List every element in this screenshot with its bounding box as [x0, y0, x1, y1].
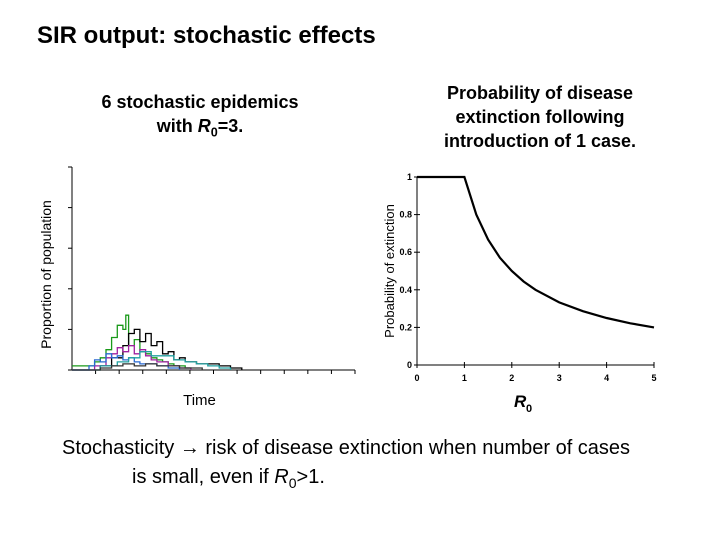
series-line-epidemic-1	[72, 314, 192, 370]
left-chart-title: 6 stochastic epidemics with R0=3.	[70, 90, 330, 145]
y-tick-label: 0.8	[399, 210, 412, 220]
left-title-r: R	[197, 116, 211, 136]
caption-line2: is small, even if R0>1.	[62, 463, 702, 498]
y-tick-label: 0.6	[399, 247, 412, 257]
caption-sub: 0	[288, 475, 297, 491]
series-line-epidemic-3	[72, 344, 192, 371]
series-line-epidemic-6	[72, 363, 203, 371]
left-title-line2: with R0=3.	[70, 114, 330, 145]
left-title-suffix: =3.	[217, 116, 244, 136]
x-tick-label: 2	[509, 373, 514, 383]
y-tick-label: 1	[407, 172, 412, 182]
x-tick-label: 0	[414, 373, 419, 383]
x-axis-label: Time	[183, 392, 216, 409]
y-axis-label: Proportion of population	[38, 200, 54, 349]
series-line-epidemic-5	[72, 351, 232, 371]
caption-text-2: is small, even if	[132, 466, 269, 488]
y-tick-label: 0	[407, 360, 412, 370]
y-tick-label: 0.2	[399, 322, 412, 332]
y-tick-label: 0.4	[399, 285, 412, 295]
y-axis-label: Probability of extinction	[382, 204, 397, 338]
left-title-line1: 6 stochastic epidemics	[101, 92, 299, 112]
series-line-extinction	[417, 175, 655, 329]
x-tick-label: 1	[462, 373, 467, 383]
right-chart-title: Probability of disease extinction follow…	[395, 81, 685, 153]
caption-text: risk of disease extinction when number o…	[205, 437, 631, 459]
right-title-line2: extinction following	[455, 107, 625, 127]
x-axis-label-subscript: 0	[526, 403, 532, 415]
right-title-line1: Probability of disease	[446, 83, 634, 103]
x-tick-label: 4	[604, 373, 609, 383]
left-title-sub: 0	[210, 125, 218, 140]
slide-title: SIR output: stochastic effects	[37, 22, 376, 49]
caption-line1: Stochasticity → risk of disease extincti…	[62, 434, 702, 463]
slide-caption: Stochasticity → risk of disease extincti…	[62, 434, 702, 498]
arrow-icon: →	[179, 437, 200, 459]
left-title-prefix: with	[156, 116, 193, 136]
x-tick-label: 5	[651, 373, 656, 383]
caption-word: Stochasticity	[62, 437, 175, 459]
caption-text-3: >1.	[296, 466, 325, 488]
caption-r: R	[274, 466, 289, 488]
right-title-line3: introduction of 1 case.	[443, 131, 637, 151]
x-tick-label: 3	[557, 373, 562, 383]
x-axis-label: R	[514, 392, 527, 411]
